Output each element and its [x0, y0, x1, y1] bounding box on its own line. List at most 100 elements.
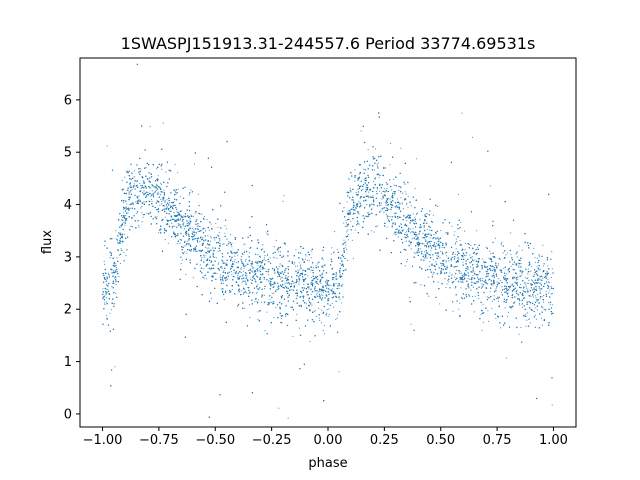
data-point — [164, 239, 166, 241]
data-point — [257, 318, 259, 321]
data-point — [512, 268, 514, 270]
data-point — [335, 274, 337, 276]
data-point — [285, 315, 287, 317]
data-point — [547, 279, 549, 281]
data-point — [529, 283, 532, 285]
data-point — [271, 292, 273, 294]
data-point — [165, 171, 167, 173]
data-point — [104, 245, 106, 247]
data-point — [299, 262, 301, 264]
data-point — [294, 262, 296, 264]
data-point — [344, 257, 346, 259]
data-point — [390, 200, 392, 202]
data-point — [176, 220, 178, 222]
data-point — [379, 190, 381, 192]
data-point — [177, 222, 179, 225]
data-point — [511, 278, 513, 280]
data-point — [377, 225, 379, 227]
data-point — [405, 240, 407, 242]
data-point — [511, 285, 513, 287]
data-point — [158, 232, 160, 234]
data-point — [346, 212, 348, 214]
data-point — [462, 281, 464, 283]
data-point — [404, 265, 406, 267]
data-point — [314, 286, 317, 288]
data-point — [402, 192, 404, 194]
data-point — [432, 273, 434, 275]
data-point — [279, 263, 281, 265]
data-point — [295, 298, 297, 300]
data-point — [332, 306, 335, 308]
data-point — [248, 252, 251, 254]
data-point — [347, 229, 349, 231]
data-point — [183, 228, 186, 230]
data-point — [279, 321, 282, 323]
data-point — [506, 357, 508, 359]
data-point — [257, 311, 259, 313]
data-point — [489, 250, 491, 252]
data-point — [113, 269, 115, 271]
data-point — [232, 261, 234, 263]
data-point — [226, 238, 228, 240]
data-point — [307, 275, 309, 277]
data-point — [360, 130, 362, 132]
data-point — [383, 211, 385, 213]
data-point — [393, 184, 395, 186]
data-point — [118, 232, 120, 234]
data-point — [282, 200, 284, 202]
data-point — [128, 191, 130, 193]
data-point — [446, 268, 448, 270]
data-point — [219, 243, 222, 245]
data-point — [220, 267, 222, 269]
data-point — [444, 278, 446, 280]
data-point — [244, 307, 246, 309]
data-point — [221, 267, 223, 269]
data-point — [481, 329, 483, 331]
data-point — [393, 212, 395, 214]
data-point — [530, 270, 532, 272]
data-point — [219, 274, 221, 276]
data-point — [322, 259, 324, 261]
data-point — [437, 281, 439, 283]
data-point — [386, 217, 389, 219]
data-point — [456, 241, 458, 243]
data-point — [230, 271, 232, 273]
data-point — [480, 313, 482, 316]
data-point — [185, 274, 187, 276]
data-point — [385, 182, 387, 184]
data-point — [378, 176, 380, 178]
data-point — [115, 292, 117, 294]
data-point — [214, 256, 216, 258]
data-point — [415, 235, 417, 237]
data-point — [146, 212, 148, 214]
data-point — [405, 193, 407, 195]
data-point — [351, 239, 353, 241]
data-point — [349, 187, 351, 189]
data-point — [489, 291, 491, 293]
data-point — [400, 197, 402, 199]
data-point — [525, 283, 527, 285]
data-point — [220, 282, 223, 284]
data-point — [500, 327, 502, 329]
data-point — [534, 314, 537, 316]
data-point — [240, 290, 242, 292]
data-point — [535, 297, 537, 299]
data-point — [234, 259, 236, 261]
data-point — [273, 285, 275, 288]
data-point — [389, 142, 392, 145]
data-point — [194, 233, 196, 236]
data-point — [113, 277, 116, 279]
data-point — [535, 288, 538, 290]
data-point — [445, 252, 447, 254]
data-point — [246, 275, 248, 277]
data-point — [161, 168, 163, 170]
data-point — [383, 188, 386, 190]
data-point — [264, 268, 266, 270]
data-point — [115, 283, 117, 285]
data-point — [106, 297, 108, 299]
data-point — [336, 248, 339, 250]
data-point — [502, 252, 504, 254]
data-point — [345, 241, 347, 243]
data-point — [320, 282, 322, 285]
data-point — [113, 263, 115, 265]
